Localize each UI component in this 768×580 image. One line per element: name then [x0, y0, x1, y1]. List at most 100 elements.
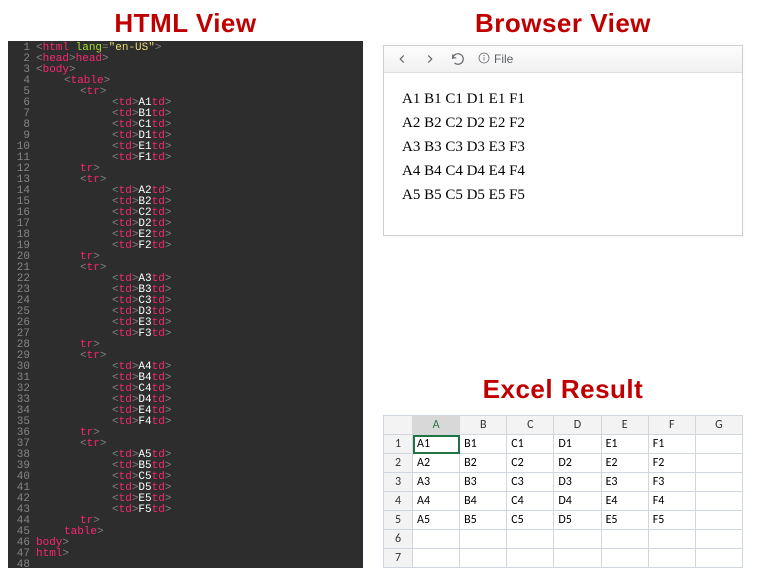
excel-cell[interactable]: D5 [554, 511, 601, 530]
excel-cell[interactable] [695, 530, 742, 549]
excel-cell[interactable]: F1 [648, 435, 695, 454]
excel-cell[interactable] [695, 492, 742, 511]
url-label: File [494, 52, 513, 66]
excel-col-header[interactable]: E [601, 416, 648, 435]
excel-cell[interactable] [648, 530, 695, 549]
excel-cell[interactable]: B3 [460, 473, 507, 492]
code-line: 12tr> [8, 164, 363, 175]
excel-cell[interactable]: C4 [507, 492, 554, 511]
right-column: Browser View File A1 B1 [383, 8, 743, 568]
code-line: 31<td>B4td> [8, 373, 363, 384]
excel-row-header[interactable]: 4 [384, 492, 413, 511]
excel-result-title: Excel Result [383, 374, 743, 405]
excel-cell[interactable] [554, 530, 601, 549]
excel-cell[interactable]: D4 [554, 492, 601, 511]
excel-cell[interactable] [460, 530, 507, 549]
forward-icon[interactable] [422, 51, 438, 67]
excel-cell[interactable]: B5 [460, 511, 507, 530]
excel-cell[interactable]: A3 [413, 473, 460, 492]
excel-cell[interactable]: C5 [507, 511, 554, 530]
code-line: 36tr> [8, 428, 363, 439]
excel-col-header[interactable]: D [554, 416, 601, 435]
code-line: 16<td>C2td> [8, 208, 363, 219]
back-icon[interactable] [394, 51, 410, 67]
excel-cell[interactable] [648, 549, 695, 568]
excel-cell[interactable]: D3 [554, 473, 601, 492]
excel-cell[interactable]: D2 [554, 454, 601, 473]
excel-col-header[interactable]: B [460, 416, 507, 435]
excel-cell[interactable]: F5 [648, 511, 695, 530]
excel-row-header[interactable]: 7 [384, 549, 413, 568]
code-line: 43<td>F5td> [8, 505, 363, 516]
excel-cell[interactable]: C3 [507, 473, 554, 492]
layout-root: HTML View 1<html lang="en-US">2<head>hea… [8, 8, 744, 568]
excel-cell[interactable] [695, 473, 742, 492]
code-line: 23<td>B3td> [8, 285, 363, 296]
code-line: 32<td>C4td> [8, 384, 363, 395]
excel-cell[interactable] [695, 511, 742, 530]
excel-col-header[interactable]: C [507, 416, 554, 435]
excel-cell[interactable] [507, 530, 554, 549]
code-line: 7<td>B1td> [8, 109, 363, 120]
excel-col-header[interactable]: G [695, 416, 742, 435]
excel-cell[interactable] [413, 549, 460, 568]
excel-row-header[interactable]: 3 [384, 473, 413, 492]
excel-cell[interactable]: E2 [601, 454, 648, 473]
excel-cell[interactable]: F2 [648, 454, 695, 473]
excel-corner-cell[interactable] [384, 416, 413, 435]
excel-col-header[interactable]: A [413, 416, 460, 435]
excel-cell[interactable] [413, 530, 460, 549]
excel-cell[interactable] [601, 530, 648, 549]
excel-cell[interactable]: A4 [413, 492, 460, 511]
excel-cell[interactable] [460, 549, 507, 568]
excel-col-header[interactable]: F [648, 416, 695, 435]
code-line: 30<td>A4td> [8, 362, 363, 373]
excel-cell[interactable]: D1 [554, 435, 601, 454]
excel-row-header[interactable]: 2 [384, 454, 413, 473]
excel-cell[interactable]: B2 [460, 454, 507, 473]
code-line: 33<td>D4td> [8, 395, 363, 406]
code-line: 22<td>A3td> [8, 274, 363, 285]
excel-cell[interactable]: A5 [413, 511, 460, 530]
excel-cell[interactable]: A2 [413, 454, 460, 473]
excel-cell[interactable] [554, 549, 601, 568]
excel-row-header[interactable]: 1 [384, 435, 413, 454]
code-line: 9<td>D1td> [8, 131, 363, 142]
browser-toolbar: File [384, 46, 742, 73]
code-editor-panel[interactable]: 1<html lang="en-US">2<head>head>3<body>4… [8, 41, 363, 568]
excel-cell[interactable]: E5 [601, 511, 648, 530]
code-line: 13<tr> [8, 175, 363, 186]
excel-cell[interactable] [695, 454, 742, 473]
excel-cell[interactable]: E4 [601, 492, 648, 511]
excel-cell[interactable] [601, 549, 648, 568]
excel-cell[interactable]: E1 [601, 435, 648, 454]
excel-row-header[interactable]: 6 [384, 530, 413, 549]
address-bar[interactable]: File [478, 52, 513, 67]
code-line: 18<td>E2td> [8, 230, 363, 241]
excel-cell[interactable]: C1 [507, 435, 554, 454]
excel-cell[interactable]: F4 [648, 492, 695, 511]
excel-cell[interactable]: E3 [601, 473, 648, 492]
code-line: 34<td>E4td> [8, 406, 363, 417]
excel-row-header[interactable]: 5 [384, 511, 413, 530]
excel-cell[interactable]: B1 [460, 435, 507, 454]
info-icon [478, 52, 490, 67]
code-line: 47html> [8, 549, 363, 560]
excel-cell[interactable]: B4 [460, 492, 507, 511]
excel-grid[interactable]: ABCDEFG 1A1B1C1D1E1F1 2A2B2C2D2E2F2 3A3B3C3… [383, 415, 743, 568]
browser-output-row: A4 B4 C4 D4 E4 F4 [402, 159, 724, 183]
code-line: 48 [8, 560, 363, 568]
code-line: 17<td>D2td> [8, 219, 363, 230]
code-line: 41<td>D5td> [8, 483, 363, 494]
browser-output-row: A5 B5 C5 D5 E5 F5 [402, 183, 724, 207]
excel-cell[interactable] [695, 435, 742, 454]
excel-cell[interactable]: C2 [507, 454, 554, 473]
excel-cell[interactable]: A1 [413, 435, 460, 454]
reload-icon[interactable] [450, 51, 466, 67]
excel-cell[interactable] [507, 549, 554, 568]
excel-cell[interactable] [695, 549, 742, 568]
excel-cell[interactable]: F3 [648, 473, 695, 492]
browser-content: A1 B1 C1 D1 E1 F1A2 B2 C2 D2 E2 F2A3 B3 … [384, 73, 742, 235]
html-view-title: HTML View [8, 8, 363, 39]
code-line: 28tr> [8, 340, 363, 351]
